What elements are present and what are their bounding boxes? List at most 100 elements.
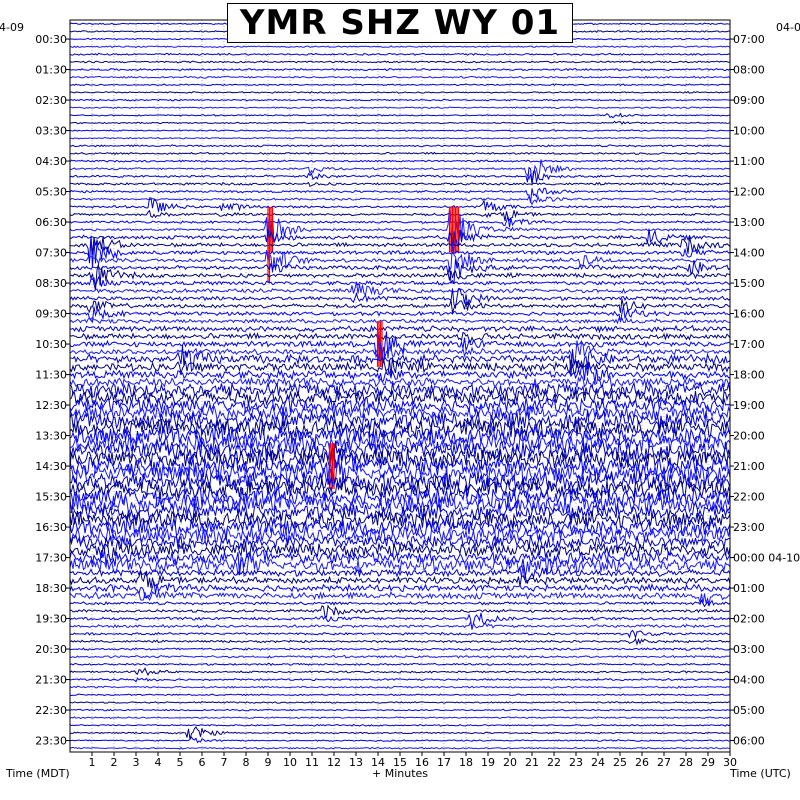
trace-row bbox=[69, 589, 731, 606]
left-time-label: 21:30 bbox=[35, 674, 67, 687]
left-date-label: 04-09 bbox=[0, 21, 24, 34]
trace-row bbox=[69, 403, 731, 421]
minute-label: 5 bbox=[177, 756, 184, 769]
trace-row bbox=[69, 425, 731, 447]
right-time-label: 09:00 bbox=[733, 94, 765, 107]
minute-label: 24 bbox=[591, 756, 605, 769]
trace-row bbox=[69, 187, 731, 203]
minute-label: 20 bbox=[503, 756, 517, 769]
minute-label: 9 bbox=[265, 756, 272, 769]
trace-row bbox=[69, 259, 731, 285]
left-time-label: 16:30 bbox=[35, 521, 67, 534]
left-time-label: 18:30 bbox=[35, 582, 67, 595]
trace-row bbox=[69, 439, 731, 462]
trace-row bbox=[69, 288, 731, 310]
left-time-label: 05:30 bbox=[35, 186, 67, 199]
trace-row bbox=[69, 620, 731, 630]
minute-label: 1 bbox=[89, 756, 96, 769]
trace-row bbox=[69, 120, 731, 126]
minute-label: 10 bbox=[283, 756, 297, 769]
trace-row bbox=[69, 746, 730, 750]
minute-label: 14 bbox=[371, 756, 385, 769]
left-time-label: 03:30 bbox=[35, 125, 67, 138]
left-time-label: 07:30 bbox=[35, 247, 67, 260]
trace-row bbox=[69, 194, 731, 206]
trace-row bbox=[69, 151, 731, 156]
trace-row bbox=[69, 216, 731, 228]
minute-label: 4 bbox=[155, 756, 162, 769]
axes: 00:30 01:30 02:30 03:30 04:30 05:30 06:30 07:30… bbox=[0, 21, 800, 780]
trace-row bbox=[69, 208, 731, 254]
left-time-label: 19:30 bbox=[35, 613, 67, 626]
trace-row bbox=[69, 459, 731, 487]
trace-row bbox=[69, 236, 731, 264]
trace-row bbox=[69, 408, 731, 432]
trace-row bbox=[69, 708, 731, 712]
right-time-label: 23:00 bbox=[733, 521, 765, 534]
minute-label: 17 bbox=[437, 756, 451, 769]
trace-row bbox=[69, 501, 731, 522]
left-time-label: 15:30 bbox=[35, 491, 67, 504]
left-time-label: 00:30 bbox=[35, 33, 67, 46]
trace-row bbox=[69, 298, 731, 314]
trace-row bbox=[69, 181, 731, 187]
left-time-label: 06:30 bbox=[35, 216, 67, 229]
left-time-label: 04:30 bbox=[35, 155, 67, 168]
trace-row bbox=[69, 701, 731, 704]
trace-row bbox=[69, 324, 731, 334]
minute-label: 18 bbox=[459, 756, 473, 769]
right-axis-title: Time (UTC) bbox=[729, 767, 791, 780]
right-time-label: 07:00 bbox=[733, 33, 765, 46]
right-time-label: 13:00 bbox=[733, 216, 765, 229]
trace-row bbox=[69, 144, 731, 148]
trace-row bbox=[69, 667, 731, 677]
left-time-label: 13:30 bbox=[35, 430, 67, 443]
minute-label: 27 bbox=[657, 756, 671, 769]
trace-row bbox=[69, 75, 731, 79]
trace-row bbox=[69, 345, 731, 376]
trace-row bbox=[69, 67, 731, 72]
minute-label: 7 bbox=[221, 756, 228, 769]
right-time-label: 20:00 bbox=[733, 430, 765, 443]
trace-row bbox=[69, 98, 731, 102]
trace-row bbox=[69, 264, 731, 291]
chart-title: YMR SHZ WY 01 bbox=[239, 3, 561, 43]
trace-row bbox=[69, 558, 731, 585]
trace-row bbox=[69, 612, 731, 630]
right-time-label: 03:00 bbox=[733, 643, 765, 656]
right-time-label: 10:00 bbox=[733, 125, 765, 138]
trace-row bbox=[69, 552, 731, 580]
trace-row bbox=[69, 357, 731, 377]
trace-row bbox=[69, 340, 731, 369]
trace-row bbox=[69, 637, 731, 646]
left-time-label: 23:30 bbox=[35, 735, 67, 748]
right-time-label: 08:00 bbox=[733, 64, 765, 77]
minute-label: 30 bbox=[723, 756, 737, 769]
trace-row bbox=[69, 136, 731, 140]
right-date-label: 04-09 bbox=[776, 21, 800, 34]
left-time-label: 09:30 bbox=[35, 308, 67, 321]
right-time-label: 12:00 bbox=[733, 186, 765, 199]
trace-row bbox=[69, 363, 731, 384]
trace-row bbox=[69, 570, 731, 589]
trace-row bbox=[69, 599, 731, 608]
trace-row bbox=[69, 243, 731, 273]
trace-row bbox=[69, 331, 731, 344]
right-time-label: 14:00 bbox=[733, 247, 765, 260]
trace-row bbox=[69, 447, 731, 470]
trace-row bbox=[69, 281, 731, 296]
trace-row bbox=[69, 106, 731, 110]
left-time-label: 20:30 bbox=[35, 643, 67, 656]
trace-row bbox=[69, 647, 731, 651]
minute-label: 13 bbox=[349, 756, 363, 769]
trace-row bbox=[69, 166, 731, 184]
right-time-label: 05:00 bbox=[733, 704, 765, 717]
right-time-label: 15:00 bbox=[733, 277, 765, 290]
grid bbox=[91, 20, 731, 752]
left-time-label: 02:30 bbox=[35, 94, 67, 107]
minute-label: 3 bbox=[133, 756, 140, 769]
right-time-label: 19:00 bbox=[733, 399, 765, 412]
right-time-label: 01:00 bbox=[733, 582, 765, 595]
minute-label: 19 bbox=[481, 756, 495, 769]
trace-row bbox=[70, 604, 731, 618]
